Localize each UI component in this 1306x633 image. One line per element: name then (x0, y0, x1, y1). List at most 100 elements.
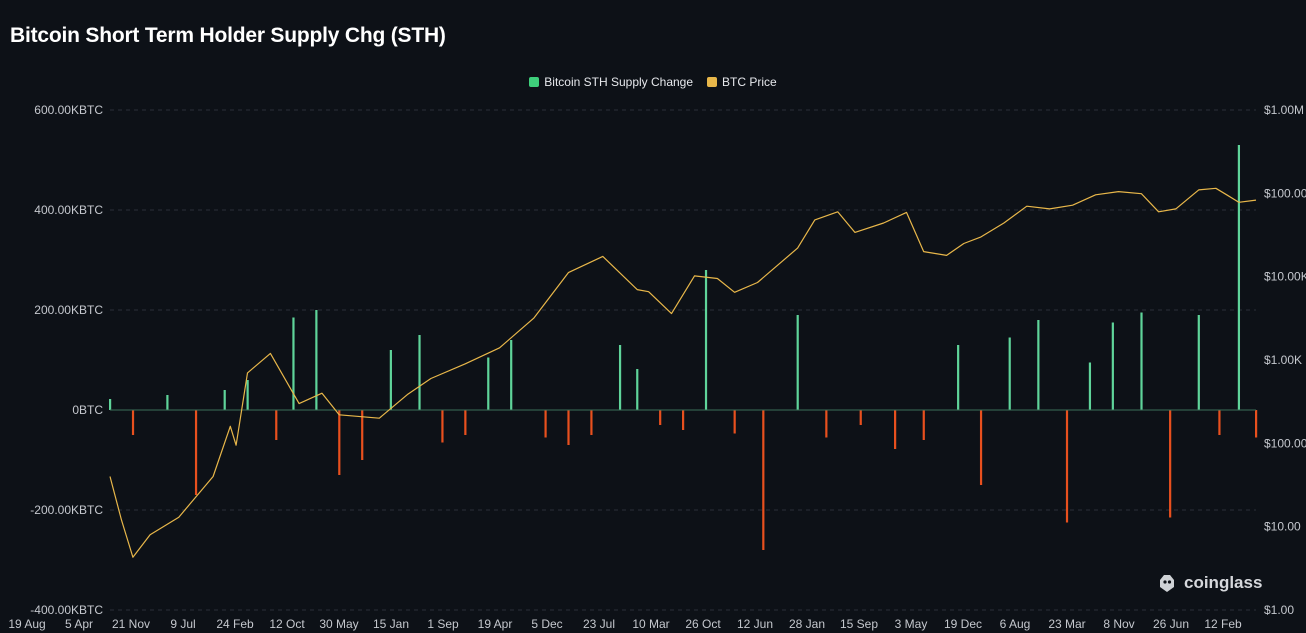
supply-bar (389, 350, 392, 410)
x-tick-label: 30 May (319, 617, 358, 631)
coinglass-logo-icon (1160, 575, 1174, 592)
x-tick-label: 5 Apr (65, 617, 93, 631)
supply-bar (659, 410, 662, 425)
legend-swatch-price (707, 77, 718, 87)
supply-bar (109, 399, 112, 410)
price-line (109, 187, 1257, 558)
supply-bar (682, 410, 685, 430)
supply-bar (487, 357, 490, 410)
supply-bar (590, 410, 593, 435)
left-tick-label: -400.00KBTC (30, 603, 103, 617)
left-tick-label: 0BTC (72, 403, 103, 417)
x-tick-label: 1 Sep (427, 617, 459, 631)
supply-bar (636, 369, 639, 410)
supply-bar (1140, 312, 1143, 410)
supply-bar (464, 410, 467, 435)
supply-bar (618, 345, 622, 410)
supply-bar (979, 410, 983, 485)
supply-bar (1037, 320, 1040, 410)
x-tick-label: 12 Jun (737, 617, 773, 631)
supply-bar (796, 315, 799, 410)
right-tick-label: $1.00M (1264, 103, 1304, 117)
supply-bar (894, 410, 897, 449)
right-tick-label: $100.00K (1264, 186, 1306, 200)
supply-bar (166, 395, 169, 410)
supply-bar (733, 410, 736, 434)
supply-bar (338, 410, 341, 475)
supply-bar (704, 270, 708, 410)
supply-bar (544, 410, 547, 438)
x-axis-ticks: 19 Aug 5 Apr 21 Nov 9 Jul 24 Feb 12 Oct 30 May… (8, 617, 1242, 631)
left-tick-label: -200.00KBTC (30, 503, 103, 517)
x-tick-label: 26 Jun (1153, 617, 1189, 631)
legend-label-price: BTC Price (722, 75, 777, 89)
supply-bar (275, 410, 278, 440)
supply-bar (1065, 410, 1069, 523)
supply-bar (1218, 410, 1221, 435)
left-tick-label: 200.00KBTC (34, 303, 103, 317)
supply-bar (922, 410, 925, 440)
x-tick-label: 12 Feb (1204, 617, 1242, 631)
watermark-text: coinglass (1184, 573, 1263, 592)
legend-swatch-sth (529, 77, 540, 87)
coinglass-logo: coinglass (1156, 572, 1262, 594)
supply-bar (510, 340, 513, 410)
legend-item-sth[interactable]: Bitcoin STH Supply Change (529, 75, 693, 89)
supply-bar (825, 410, 828, 438)
supply-bar (131, 410, 135, 435)
left-axis-ticks: 600.00KBTC 400.00KBTC 200.00KBTC 0BTC -200.0… (30, 103, 103, 617)
right-tick-label: $1.00 (1264, 603, 1294, 617)
left-tick-label: 600.00KBTC (34, 103, 103, 117)
supply-bar (361, 410, 364, 460)
supply-bar (762, 410, 765, 550)
x-tick-label: 19 Dec (944, 617, 982, 631)
legend-label-sth: Bitcoin STH Supply Change (544, 75, 694, 89)
right-tick-label: $1.00K (1264, 353, 1302, 367)
supply-bar (1197, 315, 1200, 410)
x-tick-label: 6 Aug (1000, 617, 1031, 631)
supply-bar (1008, 337, 1011, 410)
x-tick-label: 28 Jan (789, 617, 825, 631)
supply-bar (441, 410, 444, 443)
right-tick-label: $100.00 (1264, 436, 1306, 450)
supply-change-bars (109, 145, 1258, 550)
right-axis-ticks: $1.00M $100.00K $10.00K $1.00K $100.00 $10.00… (1264, 103, 1306, 617)
right-tick-label: $10.00K (1264, 270, 1306, 284)
right-tick-label: $10.00 (1264, 520, 1301, 534)
supply-bar (292, 317, 295, 410)
x-tick-label: 12 Oct (269, 617, 305, 631)
supply-bar (957, 345, 960, 410)
x-tick-label: 15 Sep (840, 617, 878, 631)
x-tick-label: 24 Feb (216, 617, 254, 631)
x-tick-label: 15 Jan (373, 617, 409, 631)
supply-bar (1111, 322, 1114, 410)
supply-bar (1088, 362, 1092, 410)
chart-title: Bitcoin Short Term Holder Supply Chg (ST… (10, 24, 446, 47)
x-tick-label: 10 Mar (632, 617, 669, 631)
x-tick-label: 19 Apr (478, 617, 513, 631)
supply-bar (567, 410, 570, 445)
legend-item-price[interactable]: BTC Price (707, 75, 777, 89)
x-tick-label: 9 Jul (170, 617, 195, 631)
x-tick-label: 19 Aug (8, 617, 45, 631)
supply-bar (1237, 145, 1241, 410)
x-tick-label: 23 Mar (1048, 617, 1085, 631)
x-tick-label: 26 Oct (685, 617, 721, 631)
supply-bar (246, 380, 249, 410)
x-tick-label: 21 Nov (112, 617, 150, 631)
price-line-group (109, 187, 1257, 558)
supply-bar (859, 410, 862, 425)
supply-bar (418, 335, 421, 410)
left-tick-label: 400.00KBTC (34, 203, 103, 217)
supply-bar (1169, 410, 1172, 518)
x-tick-label: 5 Dec (531, 617, 562, 631)
supply-bar (315, 310, 318, 410)
gridlines (110, 109, 1256, 611)
supply-bar (223, 390, 226, 410)
supply-bar (1255, 410, 1258, 438)
legend: Bitcoin STH Supply Change BTC Price (0, 75, 1306, 89)
supply-bar (194, 410, 198, 495)
x-tick-label: 3 May (895, 617, 928, 631)
x-tick-label: 23 Jul (583, 617, 615, 631)
